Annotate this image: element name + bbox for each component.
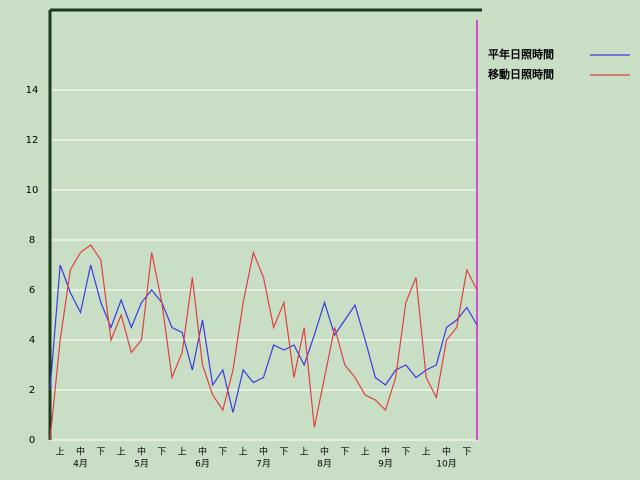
legend-label: 平年日照時間 bbox=[488, 47, 554, 61]
x-tick-label: 中 bbox=[442, 446, 451, 458]
x-tick-label: 中 bbox=[198, 446, 207, 458]
x-tick-label: 上 bbox=[178, 447, 187, 458]
x-tick-label: 中 bbox=[76, 446, 85, 458]
x-tick-label: 中 bbox=[381, 446, 390, 458]
legend-label: 移動日照時間 bbox=[488, 67, 554, 81]
x-tick-label: 中 bbox=[320, 446, 329, 458]
x-tick-label: 上 bbox=[422, 447, 431, 458]
y-tick-label: 0 bbox=[29, 435, 35, 446]
month-label: 9月 bbox=[378, 459, 393, 470]
x-tick-label: 下 bbox=[279, 448, 288, 458]
x-tick-label: 中 bbox=[137, 446, 146, 458]
x-tick-label: 上 bbox=[117, 447, 126, 458]
month-label: 4月 bbox=[73, 459, 88, 470]
y-tick-label: 2 bbox=[29, 385, 35, 396]
y-tick-label: 14 bbox=[26, 85, 39, 96]
y-tick-label: 6 bbox=[29, 285, 35, 296]
month-label: 5月 bbox=[134, 459, 149, 470]
x-tick-label: 中 bbox=[259, 446, 268, 458]
x-tick-label: 下 bbox=[462, 448, 471, 458]
series-line bbox=[49, 264, 478, 413]
month-label: 10月 bbox=[436, 459, 456, 470]
month-label: 7月 bbox=[256, 459, 271, 470]
y-tick-label: 12 bbox=[26, 135, 39, 146]
x-tick-label: 下 bbox=[401, 448, 410, 458]
series-line bbox=[49, 244, 478, 441]
x-tick-label: 上 bbox=[56, 447, 65, 458]
y-tick-label: 4 bbox=[29, 335, 35, 346]
month-label: 6月 bbox=[195, 459, 210, 470]
x-tick-label: 下 bbox=[218, 448, 227, 458]
x-tick-label: 上 bbox=[361, 447, 370, 458]
y-tick-label: 10 bbox=[26, 185, 39, 196]
x-tick-label: 下 bbox=[157, 448, 166, 458]
x-tick-label: 上 bbox=[239, 447, 248, 458]
month-label: 8月 bbox=[317, 459, 332, 470]
x-tick-label: 下 bbox=[96, 448, 105, 458]
x-tick-label: 上 bbox=[300, 447, 309, 458]
y-tick-label: 8 bbox=[29, 235, 35, 246]
x-tick-label: 下 bbox=[340, 448, 349, 458]
